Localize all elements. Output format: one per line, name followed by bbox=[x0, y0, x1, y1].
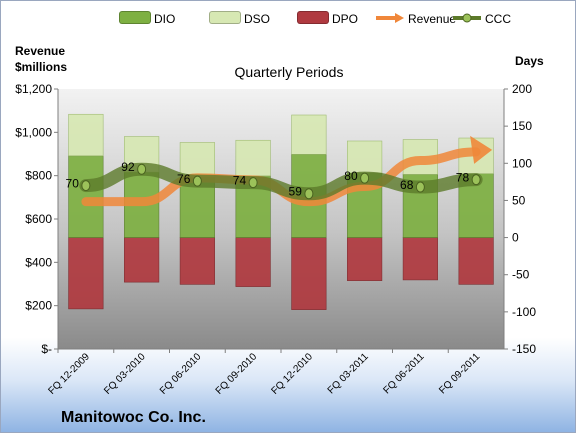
legend-label: DSO bbox=[244, 12, 271, 26]
bar-dso bbox=[347, 140, 383, 174]
left-tick-label: $1,000 bbox=[15, 125, 52, 139]
chart-title: Quarterly Periods bbox=[234, 64, 344, 80]
legend-label: Revenue bbox=[408, 12, 457, 26]
bar-dio bbox=[68, 155, 104, 238]
legend-label: CCC bbox=[485, 12, 511, 26]
left-tick-label: $200 bbox=[25, 299, 52, 313]
bar-dso bbox=[68, 113, 104, 157]
ccc-marker bbox=[415, 181, 425, 193]
bar-dso bbox=[179, 142, 215, 178]
bar-dpo bbox=[458, 237, 494, 285]
left-axis-title: Revenue $millions bbox=[15, 43, 67, 75]
x-tick-label: FQ 06-2011 bbox=[382, 351, 427, 396]
company-name: Manitowoc Co. Inc. bbox=[61, 409, 206, 426]
ccc-marker bbox=[137, 163, 147, 175]
right-tick-label: 50 bbox=[512, 193, 526, 207]
x-tick-label: FQ 06-2010 bbox=[158, 351, 204, 397]
bar-dpo bbox=[68, 237, 104, 310]
x-tick-label: FQ 03-2011 bbox=[326, 351, 371, 396]
bar-dpo bbox=[347, 237, 383, 281]
x-tick-label: FQ 09-2011 bbox=[437, 351, 482, 396]
ccc-data-label: 78 bbox=[456, 171, 470, 185]
legend-label: DPO bbox=[332, 12, 359, 26]
right-tick-label: 0 bbox=[512, 231, 519, 245]
ccc-marker bbox=[192, 175, 202, 187]
bar-dso bbox=[291, 114, 327, 155]
ccc-data-label: 80 bbox=[344, 169, 358, 183]
left-tick-label: $1,200 bbox=[15, 82, 52, 96]
ccc-marker bbox=[81, 180, 91, 192]
ccc-data-label: 59 bbox=[289, 185, 303, 199]
ccc-marker bbox=[248, 177, 258, 189]
left-tick-label: $600 bbox=[25, 212, 52, 226]
legend-swatch bbox=[297, 11, 329, 24]
ccc-marker bbox=[360, 172, 370, 184]
x-tick-label: FQ 12-2009 bbox=[46, 351, 92, 397]
ccc-marker bbox=[304, 188, 314, 200]
x-tick-label: FQ 09-2010 bbox=[214, 351, 260, 397]
legend-swatch bbox=[452, 11, 482, 23]
left-axis-title-line2: $millions bbox=[15, 60, 68, 74]
bar-dpo bbox=[179, 237, 215, 285]
legend-item-dio: DIO bbox=[119, 10, 175, 28]
legend-item-dpo: DPO bbox=[297, 10, 358, 28]
ccc-marker bbox=[471, 174, 481, 186]
bar-dpo bbox=[124, 237, 160, 283]
right-tick-label: -100 bbox=[512, 305, 536, 319]
legend-swatch bbox=[209, 11, 241, 24]
revenue-arrowhead bbox=[470, 135, 493, 164]
x-tick-label: FQ 12-2010 bbox=[269, 351, 315, 397]
legend-item-ccc: CCC bbox=[452, 10, 511, 28]
left-axis-title-line1: Revenue bbox=[15, 44, 66, 58]
ccc-data-label: 76 bbox=[177, 172, 191, 186]
ccc-data-label: 92 bbox=[121, 160, 135, 174]
bar-dso bbox=[235, 139, 271, 177]
x-tick-label: FQ 03-2010 bbox=[102, 351, 148, 397]
right-tick-label: 200 bbox=[512, 82, 532, 96]
legend-item-dso: DSO bbox=[209, 10, 270, 28]
ccc-data-label: 74 bbox=[233, 174, 247, 188]
right-tick-label: 100 bbox=[512, 156, 532, 170]
legend-swatch bbox=[375, 11, 405, 23]
ccc-data-label: 68 bbox=[400, 178, 414, 192]
bar-dpo bbox=[235, 237, 271, 287]
right-tick-label: -150 bbox=[512, 342, 536, 356]
left-tick-label: $400 bbox=[25, 255, 52, 269]
bar-dpo bbox=[291, 237, 327, 310]
left-tick-label: $- bbox=[41, 342, 52, 356]
legend: DIO DSO DPO Revenue CCC bbox=[1, 10, 575, 30]
ccc-data-label: 70 bbox=[66, 177, 80, 191]
right-axis-title: Days bbox=[515, 54, 544, 68]
legend-swatch bbox=[119, 11, 151, 24]
legend-item-revenue: Revenue bbox=[375, 10, 456, 28]
right-tick-label: 150 bbox=[512, 119, 532, 133]
bar-dpo bbox=[402, 237, 438, 281]
left-tick-label: $800 bbox=[25, 169, 52, 183]
legend-label: DIO bbox=[154, 12, 176, 26]
right-tick-label: -50 bbox=[512, 268, 530, 282]
